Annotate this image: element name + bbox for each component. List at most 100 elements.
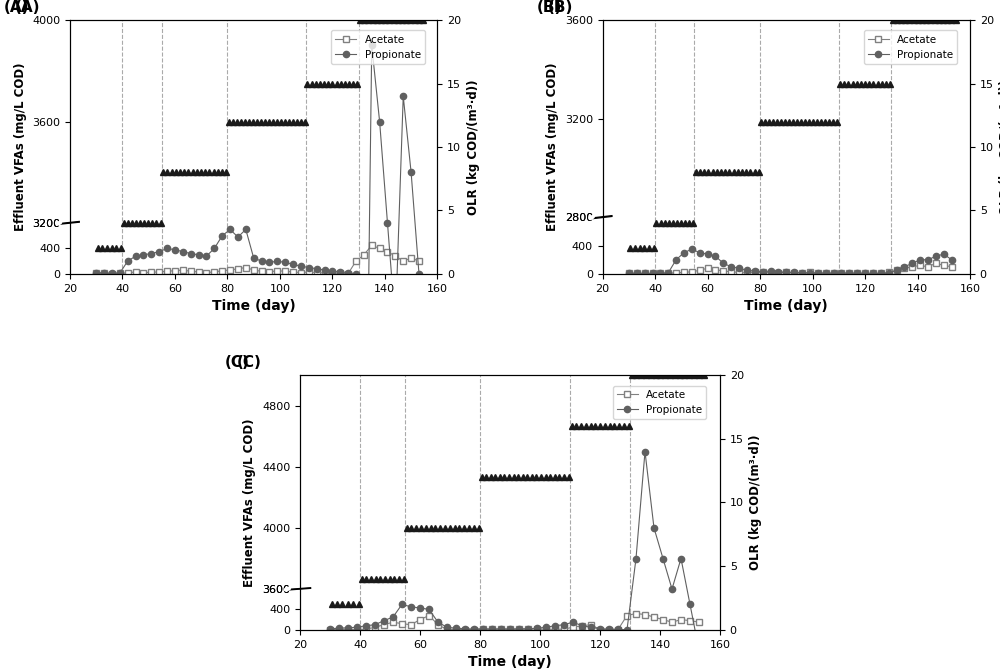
Text: (A): (A) bbox=[15, 0, 40, 15]
Propionate bbox=[883, 269, 895, 277]
Propionate bbox=[612, 625, 624, 633]
Acetate bbox=[279, 267, 291, 275]
Acetate bbox=[749, 269, 761, 277]
Propionate bbox=[772, 268, 784, 276]
Acetate bbox=[594, 626, 606, 634]
Acetate bbox=[883, 269, 895, 277]
Propionate bbox=[468, 625, 480, 633]
Acetate bbox=[639, 269, 651, 277]
Acetate bbox=[450, 626, 462, 634]
Propionate bbox=[694, 249, 706, 257]
Acetate bbox=[477, 625, 489, 633]
Propionate bbox=[169, 246, 181, 254]
Propionate bbox=[647, 269, 659, 277]
Acetate bbox=[804, 269, 816, 277]
Propionate bbox=[378, 616, 390, 624]
Acetate bbox=[675, 616, 687, 624]
Propionate bbox=[576, 622, 588, 630]
Acetate bbox=[295, 269, 307, 277]
Line: Acetate: Acetate bbox=[93, 243, 422, 276]
Propionate bbox=[796, 269, 808, 277]
Propionate bbox=[350, 270, 362, 278]
Propionate bbox=[741, 266, 753, 274]
Propionate bbox=[717, 259, 729, 267]
Acetate bbox=[630, 610, 642, 618]
Y-axis label: OLR (kg COD/(m³·d)): OLR (kg COD/(m³·d)) bbox=[467, 79, 480, 214]
Acetate bbox=[558, 625, 570, 633]
Propionate bbox=[459, 624, 471, 632]
Acetate bbox=[193, 268, 205, 276]
Propionate bbox=[208, 245, 220, 253]
Acetate bbox=[381, 248, 393, 256]
Propionate bbox=[540, 623, 552, 631]
Acetate bbox=[796, 269, 808, 277]
Line: Acetate: Acetate bbox=[327, 611, 702, 632]
Acetate bbox=[835, 269, 847, 277]
Propionate bbox=[423, 606, 435, 614]
Propionate bbox=[432, 618, 444, 626]
Text: (C): (C) bbox=[224, 355, 249, 370]
Propionate bbox=[859, 269, 871, 277]
Acetate bbox=[271, 267, 283, 275]
Y-axis label: Effluent VFAs (mg/L COD): Effluent VFAs (mg/L COD) bbox=[243, 418, 256, 587]
Line: Acetate: Acetate bbox=[626, 261, 954, 276]
Propionate bbox=[342, 624, 354, 632]
Acetate bbox=[612, 626, 624, 634]
Acetate bbox=[765, 269, 777, 277]
Propionate bbox=[389, 320, 401, 328]
Acetate bbox=[153, 268, 165, 276]
Propionate bbox=[200, 252, 212, 260]
Acetate bbox=[741, 269, 753, 277]
Propionate bbox=[396, 600, 408, 608]
Acetate bbox=[891, 266, 903, 274]
Propionate bbox=[405, 168, 417, 176]
Acetate bbox=[938, 261, 950, 269]
Acetate bbox=[326, 269, 338, 277]
Acetate bbox=[200, 269, 212, 277]
Propionate bbox=[603, 625, 615, 633]
Propionate bbox=[867, 269, 879, 277]
Acetate bbox=[216, 267, 228, 275]
Propionate bbox=[334, 268, 346, 276]
Acetate bbox=[468, 626, 480, 634]
Propionate bbox=[851, 269, 863, 277]
Acetate bbox=[780, 269, 792, 277]
Acetate bbox=[334, 269, 346, 277]
Propionate bbox=[670, 256, 682, 264]
Propionate bbox=[843, 269, 855, 277]
Acetate bbox=[859, 269, 871, 277]
Acetate bbox=[98, 269, 110, 277]
Acetate bbox=[405, 254, 417, 262]
Propionate bbox=[898, 263, 910, 271]
Y-axis label: Effluent VFAs (mg/L COD): Effluent VFAs (mg/L COD) bbox=[14, 63, 27, 231]
Propionate bbox=[820, 269, 832, 277]
Propionate bbox=[106, 269, 118, 277]
Text: (B): (B) bbox=[537, 0, 562, 15]
Acetate bbox=[623, 269, 635, 277]
X-axis label: Time (day): Time (day) bbox=[212, 299, 296, 313]
Acetate bbox=[319, 269, 331, 277]
Propionate bbox=[358, 651, 370, 659]
Propionate bbox=[441, 623, 453, 631]
X-axis label: Time (day): Time (day) bbox=[468, 655, 552, 669]
Propionate bbox=[666, 585, 678, 593]
Propionate bbox=[177, 248, 189, 256]
Acetate bbox=[333, 626, 345, 634]
Propionate bbox=[749, 267, 761, 275]
Acetate bbox=[684, 616, 696, 624]
Acetate bbox=[256, 267, 268, 275]
Acetate bbox=[504, 625, 516, 633]
Propionate bbox=[248, 254, 260, 262]
Acetate bbox=[702, 264, 714, 272]
Acetate bbox=[208, 268, 220, 276]
Propionate bbox=[405, 603, 417, 611]
Propionate bbox=[693, 646, 705, 654]
Propionate bbox=[709, 252, 721, 260]
Acetate bbox=[405, 620, 417, 628]
Line: Propionate: Propionate bbox=[93, 42, 422, 657]
Acetate bbox=[843, 269, 855, 277]
Propionate bbox=[369, 620, 381, 628]
Acetate bbox=[130, 268, 142, 276]
Acetate bbox=[522, 625, 534, 633]
Acetate bbox=[733, 269, 745, 277]
